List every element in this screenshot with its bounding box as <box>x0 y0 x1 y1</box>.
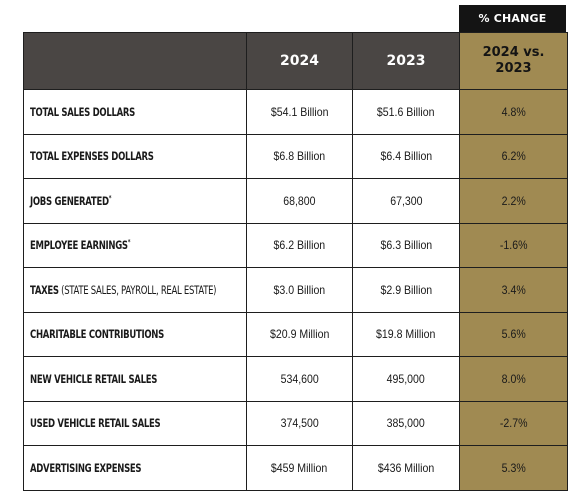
value-2023: $6.3 Billion <box>352 222 460 268</box>
table-row: NEW VEHICLE RETAIL SALES 534,600 495,000 8.… <box>23 356 568 402</box>
value-2023: $51.6 Billion <box>352 89 460 135</box>
percent-change: -1.6% <box>459 222 568 268</box>
table-row: TAXES (STATE SALES, PAYROLL, REAL ESTATE… <box>23 267 568 313</box>
percent-change-text: 5.6% <box>501 327 526 342</box>
statistics-table: 2024 2023 2024 vs. 2023 TOTAL SALES DOLL… <box>23 32 568 491</box>
row-label: TOTAL SALES DOLLARS <box>23 89 247 135</box>
row-label: CHARITABLE CONTRIBUTIONS <box>23 311 247 357</box>
table-row: ADVERTISING EXPENSES $459 Million $436 Mil… <box>23 445 568 491</box>
percent-change-text: 6.2% <box>501 149 526 164</box>
value-2024-text: $20.9 Million <box>269 327 330 342</box>
row-label-text: TOTAL SALES DOLLARS <box>30 104 135 119</box>
value-2023-text: $19.8 Million <box>376 327 436 342</box>
value-2024: $459 Million <box>246 445 353 491</box>
row-label: TOTAL EXPENSES DOLLARS <box>23 133 247 179</box>
value-2024-text: $6.2 Billion <box>273 238 326 253</box>
value-2024-text: $459 Million <box>271 460 328 475</box>
row-label-text: TAXES <box>30 282 59 297</box>
table-row: CHARITABLE CONTRIBUTIONS $20.9 Million $19… <box>23 311 568 357</box>
value-2023-text: $51.6 Billion <box>377 104 435 119</box>
value-2023: $6.4 Billion <box>352 133 460 179</box>
row-label-footnote: * <box>108 193 112 202</box>
value-2023: $19.8 Million <box>352 311 460 357</box>
value-2023: 385,000 <box>352 400 460 446</box>
value-2024: $6.2 Billion <box>246 222 353 268</box>
header-blank-cell <box>23 32 247 90</box>
table-row: USED VEHICLE RETAIL SALES 374,500 385,000 -… <box>23 400 568 446</box>
row-label-text: CHARITABLE CONTRIBUTIONS <box>30 327 164 342</box>
row-label-text: JOBS GENERATED <box>30 193 109 208</box>
row-label: NEW VEHICLE RETAIL SALES <box>23 356 247 402</box>
header-2023: 2023 <box>352 32 460 90</box>
percent-change: -2.7% <box>459 400 568 446</box>
header-change-line1: 2024 vs. <box>482 45 545 60</box>
percent-change-tab: % CHANGE <box>459 5 566 32</box>
percent-change: 8.0% <box>459 356 568 402</box>
value-2024: $6.8 Billion <box>246 133 353 179</box>
percent-change: 6.2% <box>459 133 568 179</box>
value-2023-text: $6.4 Billion <box>380 149 432 164</box>
value-2023-text: 385,000 <box>386 416 426 431</box>
value-2024: 68,800 <box>246 178 353 224</box>
value-2024: $20.9 Million <box>246 311 353 357</box>
percent-change-text: 3.4% <box>501 282 526 297</box>
row-label: ADVERTISING EXPENSES <box>23 445 247 491</box>
percent-change-text: 8.0% <box>501 371 526 386</box>
value-2023: 67,300 <box>352 178 460 224</box>
value-2023: $436 Million <box>352 445 460 491</box>
row-label: TAXES (STATE SALES, PAYROLL, REAL ESTATE… <box>23 267 247 313</box>
row-label-text: NEW VEHICLE RETAIL SALES <box>30 371 158 386</box>
table-row: EMPLOYEE EARNINGS* $6.2 Billion $6.3 Billi… <box>23 222 568 268</box>
percent-change: 5.6% <box>459 311 568 357</box>
value-2023-text: 67,300 <box>389 193 423 208</box>
value-2024: 374,500 <box>246 400 353 446</box>
value-2024-text: 534,600 <box>280 371 319 386</box>
row-label-text: USED VEHICLE RETAIL SALES <box>30 416 161 431</box>
value-2024: 534,600 <box>246 356 353 402</box>
value-2023-text: 495,000 <box>386 371 426 386</box>
value-2023-text: $436 Million <box>377 460 435 475</box>
header-change-line2: 2023 <box>495 61 532 76</box>
value-2024-text: $54.1 Billion <box>270 104 329 119</box>
value-2024-text: $3.0 Billion <box>273 282 326 297</box>
value-2024-text: 374,500 <box>280 416 319 431</box>
percent-change: 4.8% <box>459 89 568 135</box>
row-label: USED VEHICLE RETAIL SALES <box>23 400 247 446</box>
row-label-text: ADVERTISING EXPENSES <box>30 460 142 475</box>
value-2023: $2.9 Billion <box>352 267 460 313</box>
percent-change: 2.2% <box>459 178 568 224</box>
row-label: JOBS GENERATED* <box>23 178 247 224</box>
percent-change-text: 2.2% <box>501 193 526 208</box>
table-row: TOTAL EXPENSES DOLLARS $6.8 Billion $6.4 B… <box>23 133 568 179</box>
value-2024: $3.0 Billion <box>246 267 353 313</box>
header-2024: 2024 <box>246 32 353 90</box>
row-label: EMPLOYEE EARNINGS* <box>23 222 247 268</box>
percent-change: 5.3% <box>459 445 568 491</box>
value-2023-text: $2.9 Billion <box>380 282 432 297</box>
percent-change-text: 4.8% <box>501 104 526 119</box>
row-label-text: TOTAL EXPENSES DOLLARS <box>30 149 154 164</box>
table-row: JOBS GENERATED* 68,800 67,300 2.2% <box>23 178 568 224</box>
table-header-row: 2024 2023 2024 vs. 2023 <box>23 32 568 90</box>
value-2024-text: $6.8 Billion <box>273 149 326 164</box>
row-label-text: EMPLOYEE EARNINGS <box>30 238 128 253</box>
row-label-note: (STATE SALES, PAYROLL, REAL ESTATE) <box>58 282 217 297</box>
percent-change-text: -2.7% <box>499 416 528 431</box>
percent-change-text: -1.6% <box>499 238 528 253</box>
percent-change-text: 5.3% <box>501 460 526 475</box>
value-2023-text: $6.3 Billion <box>380 238 432 253</box>
percent-change: 3.4% <box>459 267 568 313</box>
header-change: 2024 vs. 2023 <box>459 32 568 90</box>
row-label-footnote: * <box>127 238 131 247</box>
value-2023: 495,000 <box>352 356 460 402</box>
table-row: TOTAL SALES DOLLARS $54.1 Billion $51.6 Bi… <box>23 89 568 135</box>
value-2024-text: 68,800 <box>283 193 316 208</box>
value-2024: $54.1 Billion <box>246 89 353 135</box>
